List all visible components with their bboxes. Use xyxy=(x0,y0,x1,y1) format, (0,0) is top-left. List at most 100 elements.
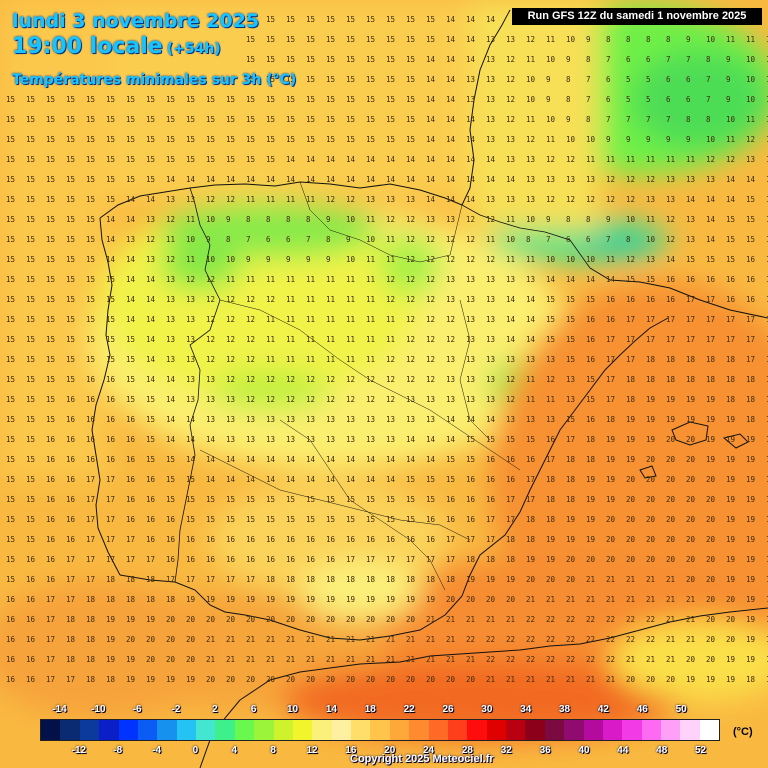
grid-value: 15 xyxy=(386,15,395,24)
grid-value: 15 xyxy=(186,495,195,504)
grid-value: 19 xyxy=(126,655,135,664)
grid-value: 15 xyxy=(26,235,35,244)
grid-value: 18 xyxy=(506,555,516,564)
grid-value: 16 xyxy=(166,515,176,524)
grid-value: 11 xyxy=(346,275,355,284)
grid-value: 12 xyxy=(226,315,235,324)
grid-value: 15 xyxy=(486,435,495,444)
grid-value: 8 xyxy=(586,115,591,124)
grid-value: 14 xyxy=(306,155,316,164)
grid-value: 17 xyxy=(646,315,655,324)
grid-value: 11 xyxy=(266,355,275,364)
grid-value: 15 xyxy=(206,515,215,524)
grid-value: 15 xyxy=(106,175,115,184)
grid-value: 13 xyxy=(486,55,495,64)
grid-value: 22 xyxy=(646,635,655,644)
grid-value: 12 xyxy=(446,335,455,344)
grid-value: 19 xyxy=(746,655,755,664)
grid-value: 12 xyxy=(546,155,555,164)
grid-value: 13 xyxy=(126,235,135,244)
grid-value: 11 xyxy=(686,155,695,164)
grid-value: 15 xyxy=(6,115,15,124)
grid-value: 18 xyxy=(666,375,676,384)
grid-value: 15 xyxy=(566,355,575,364)
grid-value: 14 xyxy=(326,155,336,164)
grid-value: 21 xyxy=(626,575,635,584)
color-swatch xyxy=(99,720,119,740)
grid-value: 15 xyxy=(326,55,335,64)
grid-value: 15 xyxy=(406,115,415,124)
grid-value: 10 xyxy=(206,215,216,224)
grid-value: 16 xyxy=(766,275,768,284)
grid-value: 14 xyxy=(446,155,456,164)
grid-value: 15 xyxy=(246,135,255,144)
grid-value: 16 xyxy=(706,275,716,284)
grid-value: 21 xyxy=(206,635,215,644)
grid-value: 15 xyxy=(66,155,75,164)
grid-value: 14 xyxy=(306,455,316,464)
grid-value: 15 xyxy=(46,375,55,384)
grid-value: 15 xyxy=(206,95,215,104)
grid-value: 14 xyxy=(126,275,136,284)
grid-value: 17 xyxy=(726,315,735,324)
grid-value: 14 xyxy=(466,115,476,124)
grid-value: 20 xyxy=(346,675,356,684)
grid-value: 6 xyxy=(606,95,611,104)
grid-value: 11 xyxy=(226,275,235,284)
grid-value: 11 xyxy=(246,195,255,204)
grid-value: 20 xyxy=(186,635,196,644)
grid-value: 15 xyxy=(6,255,15,264)
grid-value: 15 xyxy=(146,115,155,124)
grid-value: 22 xyxy=(506,655,515,664)
grid-value: 13 xyxy=(446,295,455,304)
grid-value: 14 xyxy=(506,335,516,344)
grid-value: 19 xyxy=(146,615,155,624)
grid-value: 19 xyxy=(726,415,735,424)
grid-value: 15 xyxy=(726,235,735,244)
grid-value: 21 xyxy=(546,595,555,604)
grid-value: 15 xyxy=(406,55,415,64)
grid-value: 17 xyxy=(706,335,715,344)
grid-value: 19 xyxy=(726,675,735,684)
grid-value: 22 xyxy=(466,635,475,644)
grid-value: 20 xyxy=(546,575,556,584)
grid-value: 9 xyxy=(266,255,271,264)
grid-value: 16 xyxy=(66,415,76,424)
grid-value: 19 xyxy=(266,595,275,604)
scale-label-bottom: 16 xyxy=(345,745,357,756)
grid-value: 18 xyxy=(406,575,416,584)
grid-value: 17 xyxy=(626,335,635,344)
grid-value: 21 xyxy=(266,655,275,664)
grid-value: 15 xyxy=(86,195,95,204)
grid-value: 22 xyxy=(606,615,615,624)
grid-value: 12 xyxy=(386,375,395,384)
grid-value: 18 xyxy=(526,535,536,544)
grid-value: 15 xyxy=(166,115,175,124)
grid-value: 13 xyxy=(486,335,495,344)
grid-value: 18 xyxy=(466,555,476,564)
grid-value: 14 xyxy=(726,195,736,204)
grid-value: 16 xyxy=(166,555,176,564)
grid-value: 15 xyxy=(466,455,475,464)
grid-value: 18 xyxy=(646,355,656,364)
grid-value: 10 xyxy=(546,55,556,64)
grid-value: 14 xyxy=(266,455,276,464)
grid-value: 16 xyxy=(26,555,36,564)
grid-value: 5 xyxy=(626,95,631,104)
grid-value: 15 xyxy=(6,175,15,184)
grid-value: 13 xyxy=(426,415,435,424)
grid-value: 15 xyxy=(546,295,555,304)
grid-value: 19 xyxy=(566,515,575,524)
grid-value: 19 xyxy=(686,395,695,404)
grid-value: 16 xyxy=(66,515,76,524)
grid-value: 18 xyxy=(106,675,116,684)
color-swatch xyxy=(292,720,313,740)
grid-value: 21 xyxy=(526,675,535,684)
grid-value: 12 xyxy=(246,295,255,304)
grid-value: 16 xyxy=(546,435,556,444)
grid-value: 16 xyxy=(286,555,296,564)
grid-value: 10 xyxy=(526,75,536,84)
grid-value: 15 xyxy=(306,35,315,44)
grid-value: 20 xyxy=(306,675,316,684)
grid-value: 20 xyxy=(726,595,736,604)
